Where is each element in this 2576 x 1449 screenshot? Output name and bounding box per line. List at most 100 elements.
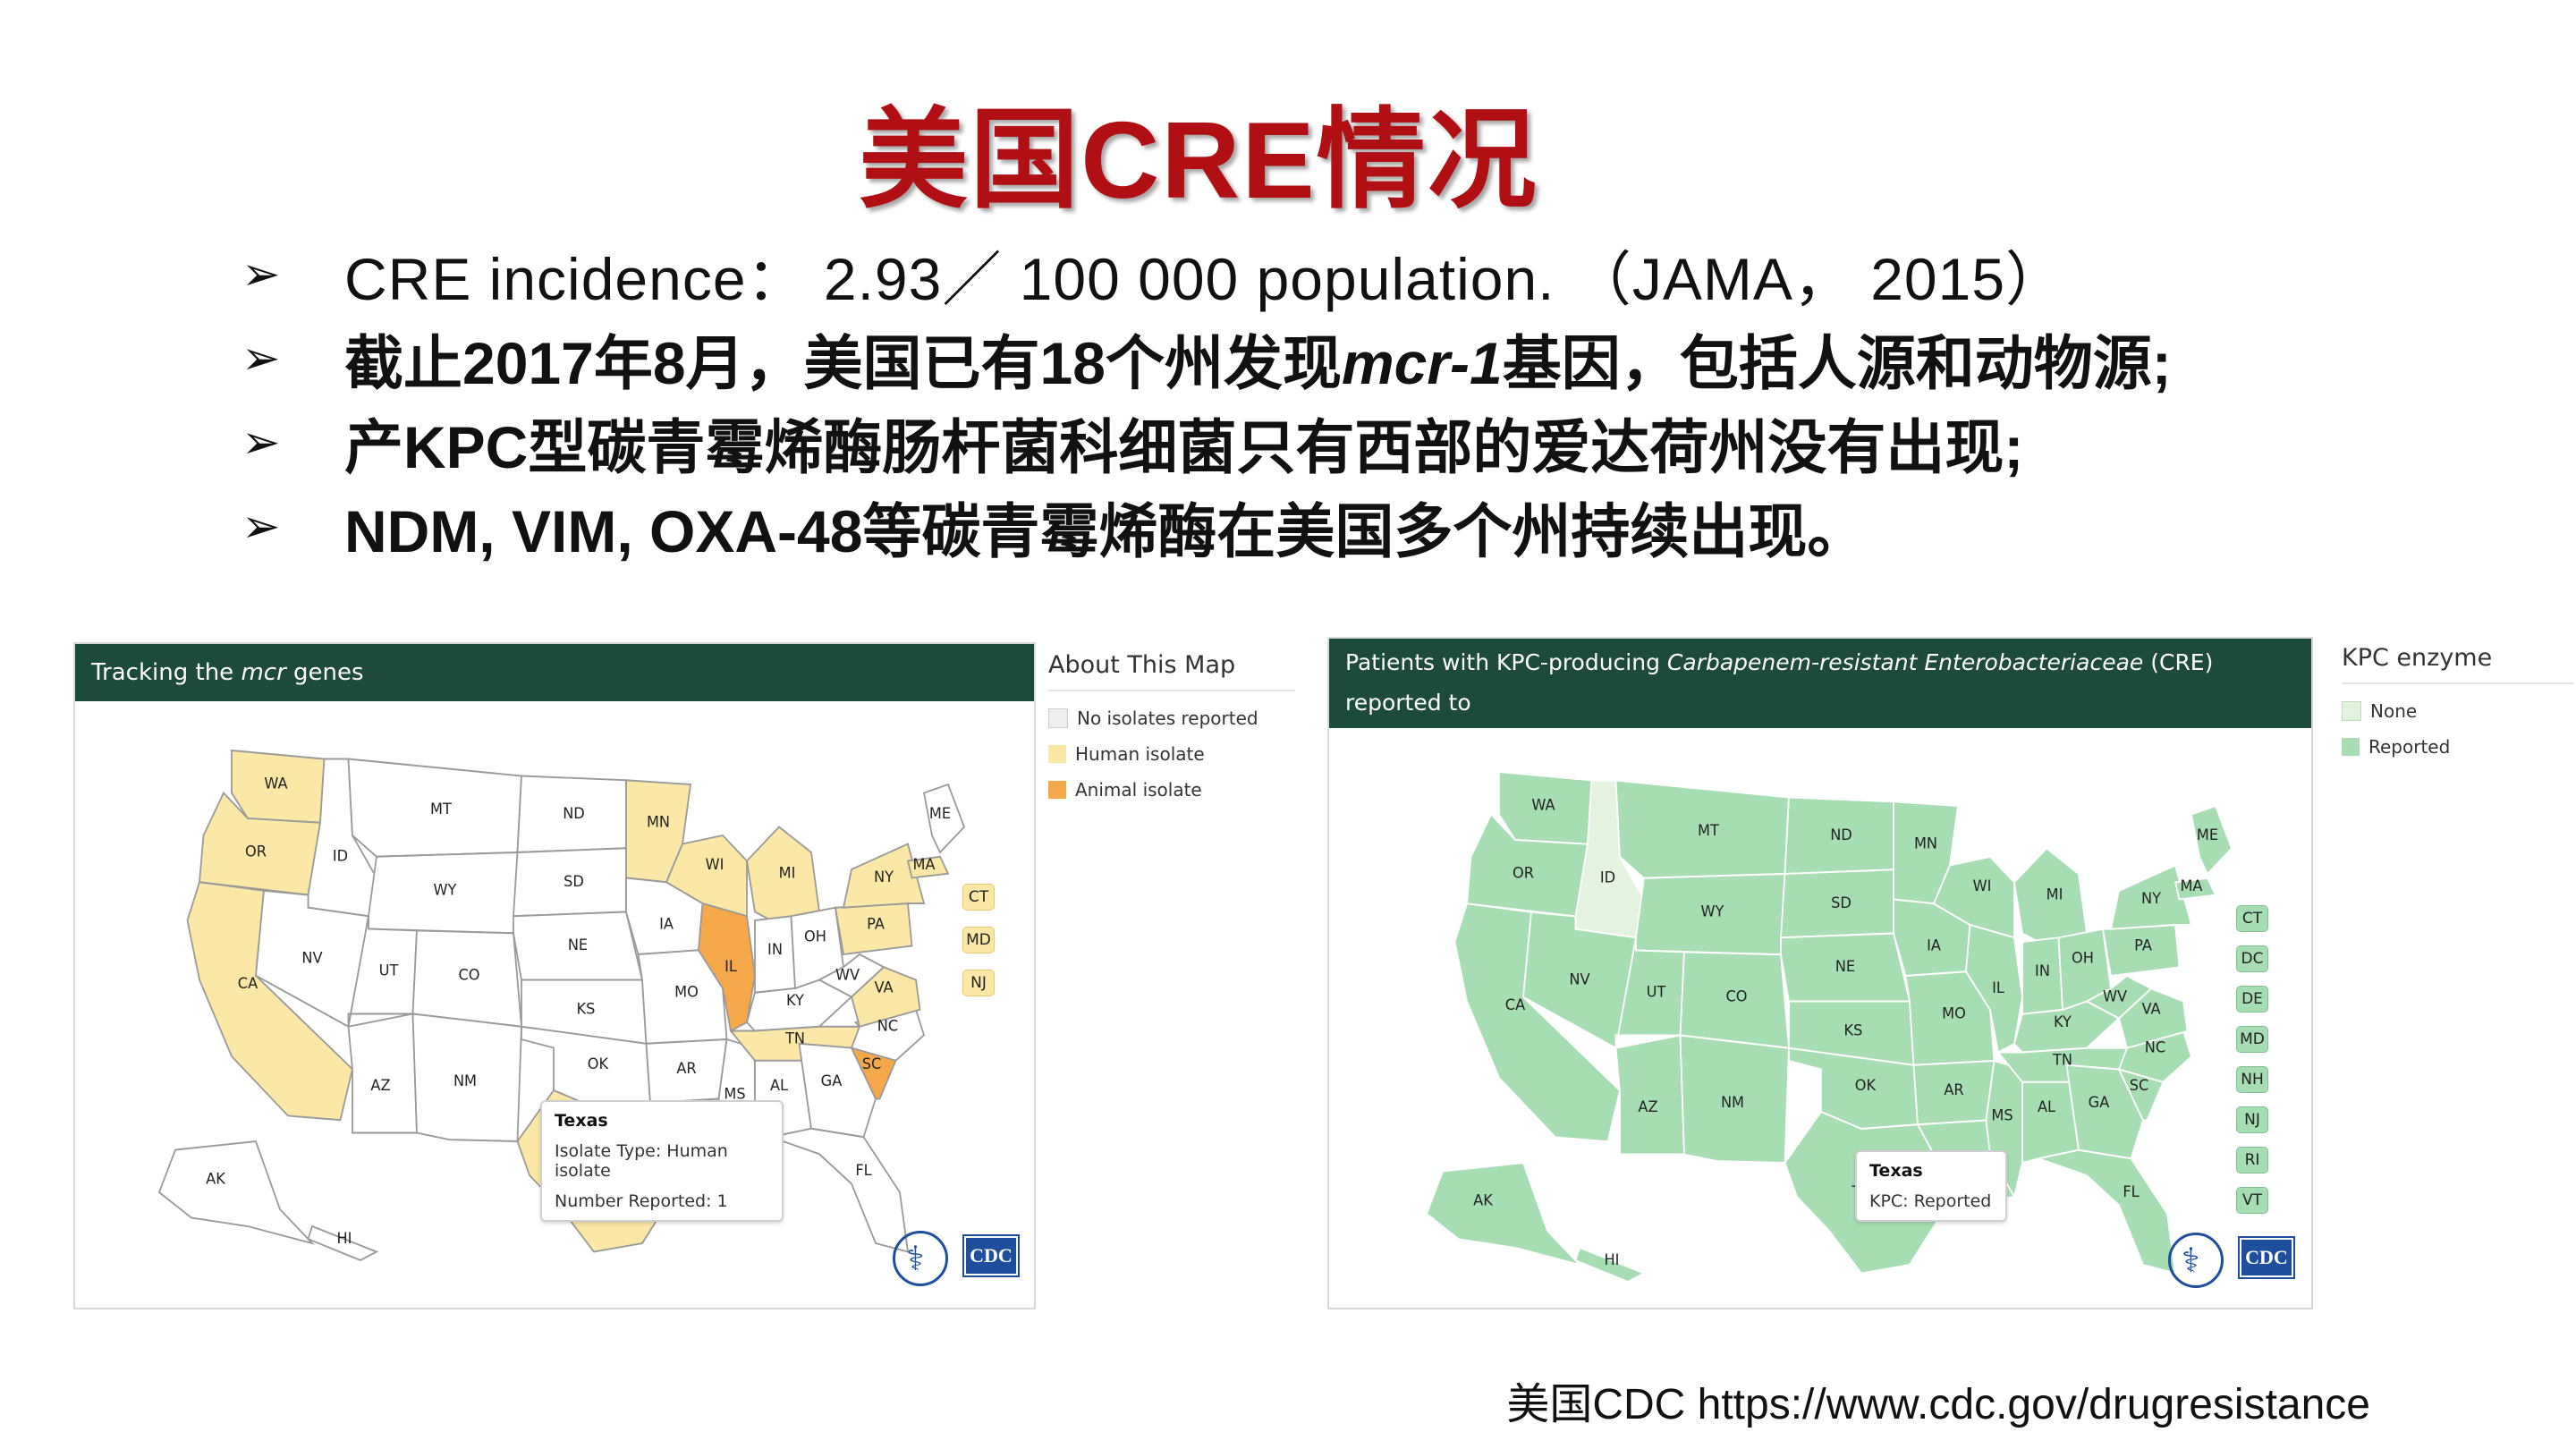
state-label: WI xyxy=(706,856,724,874)
legend-label: Animal isolate xyxy=(1075,779,1202,801)
tooltip-title: Texas xyxy=(555,1111,608,1131)
kpc-map-header: Patients with KPC-producing Carbapenem-r… xyxy=(1329,639,2311,756)
source-citation: 美国CDC https://www.cdc.gov/drugresistance xyxy=(1506,1381,2370,1428)
state-chip[interactable]: CT xyxy=(962,884,995,911)
us-state-map[interactable]: WAORCAIDNVMTWYUTAZCONMNDSDNEKSOKTXMNIAMO… xyxy=(129,724,987,1279)
state-ma[interactable] xyxy=(906,855,950,879)
mcr-map-header: Tracking the mcr genes xyxy=(75,644,1034,701)
state-wv[interactable] xyxy=(817,953,886,998)
state-nm[interactable] xyxy=(411,1013,522,1142)
state-chip[interactable]: NH xyxy=(2236,1066,2268,1093)
state-label: NM xyxy=(1721,1094,1744,1112)
map-tooltip: Texas KPC: Reported xyxy=(1855,1150,2007,1222)
tooltip-line: Number Reported: 1 xyxy=(555,1191,728,1211)
state-label: FL xyxy=(2123,1183,2140,1201)
state-ny[interactable] xyxy=(842,843,926,909)
state-label: WY xyxy=(1701,902,1725,920)
state-label: OR xyxy=(1513,864,1534,882)
state-label: OH xyxy=(804,928,826,945)
state-il[interactable] xyxy=(1965,923,2023,1054)
state-fl[interactable] xyxy=(2035,1148,2177,1275)
state-label: AK xyxy=(206,1170,226,1188)
state-label: WA xyxy=(1531,796,1555,814)
header-text: Tracking the xyxy=(91,659,242,686)
state-chip[interactable]: NJ xyxy=(962,970,995,996)
state-label: SC xyxy=(2130,1077,2149,1095)
legend-swatch xyxy=(2342,738,2360,756)
state-hi[interactable] xyxy=(307,1224,379,1262)
state-chip[interactable]: RI xyxy=(2236,1147,2268,1174)
state-label: FL xyxy=(855,1162,872,1180)
state-label: ND xyxy=(563,805,585,823)
state-label: CO xyxy=(458,966,479,984)
state-wv[interactable] xyxy=(2084,974,2153,1020)
state-ma[interactable] xyxy=(2174,877,2217,901)
header-line: the Centers for Disease Control and Prev… xyxy=(1345,730,2262,756)
state-label: NE xyxy=(568,936,588,954)
state-az[interactable] xyxy=(1614,1034,1685,1156)
state-ny[interactable] xyxy=(2109,864,2193,930)
state-label: MI xyxy=(2046,886,2063,903)
state-ga[interactable] xyxy=(2065,1063,2144,1160)
legend-item: No isolates reported xyxy=(1048,708,1295,729)
state-ga[interactable] xyxy=(798,1042,877,1139)
arrow-bullet-icon: ➢ xyxy=(242,501,281,553)
mcr-map-panel: Tracking the mcr genes WA OR CA ID NV MT WY UT A… xyxy=(73,642,1036,1309)
state-il[interactable] xyxy=(698,902,756,1032)
state-label: AR xyxy=(1944,1081,1964,1099)
state-chip[interactable]: DE xyxy=(2236,986,2268,1013)
header-text: genes xyxy=(285,659,364,686)
bullet-text: CRE incidence： 2.93／ 100 000 population.… xyxy=(344,246,2066,312)
legend-swatch xyxy=(2342,701,2361,721)
state-label: HI xyxy=(1605,1251,1620,1269)
state-label: IA xyxy=(1927,936,1941,954)
state-label: NV xyxy=(301,949,323,967)
legend-title: About This Map xyxy=(1048,651,1295,691)
bullet-text: NDM, VIM, OXA-48等碳青霉烯酶在美国多个州持续出现。 xyxy=(344,498,1867,564)
state-chip[interactable]: VT xyxy=(2236,1187,2268,1214)
state-me[interactable] xyxy=(922,783,966,854)
state-label: AL xyxy=(2038,1098,2056,1116)
tooltip-title: Texas xyxy=(1869,1161,1923,1181)
state-label: ME xyxy=(2197,826,2218,844)
state-ak[interactable] xyxy=(157,1140,315,1245)
state-label: MS xyxy=(1991,1106,2012,1124)
state-label: NC xyxy=(2145,1038,2165,1056)
state-label: KS xyxy=(577,1000,596,1018)
bullet-text: 产KPC型碳青霉烯酶肠杆菌科细菌只有西部的爱达荷州没有出现; xyxy=(344,414,2024,480)
header-text: Patients with KPC-producing xyxy=(1345,649,1667,675)
state-hi[interactable] xyxy=(1574,1246,1647,1284)
mcr-map-legend: About This Map No isolates reported Huma… xyxy=(1048,651,1295,815)
state-label: NM xyxy=(453,1072,477,1090)
arrow-bullet-icon: ➢ xyxy=(242,249,281,301)
state-nm[interactable] xyxy=(1679,1034,1790,1164)
state-label: IL xyxy=(724,958,737,976)
hhs-eagle-icon xyxy=(2168,1233,2224,1288)
header-italic: mcr xyxy=(241,659,286,686)
state-label: OK xyxy=(588,1055,609,1073)
state-chip[interactable]: DC xyxy=(2236,945,2268,972)
state-me[interactable] xyxy=(2190,804,2233,876)
legend-item: Human isolate xyxy=(1048,743,1295,765)
state-chip[interactable]: MD xyxy=(2236,1026,2268,1053)
state-chip[interactable]: MD xyxy=(962,927,995,953)
legend-title: KPC enzyme xyxy=(2342,644,2574,684)
state-label: CA xyxy=(1505,996,1526,1014)
legend-swatch xyxy=(1048,708,1068,728)
state-chip[interactable]: NJ xyxy=(2236,1106,2268,1133)
state-chip[interactable]: CT xyxy=(2236,905,2268,932)
state-az[interactable] xyxy=(347,1013,418,1134)
arrow-bullet-icon: ➢ xyxy=(242,333,281,385)
state-label: UT xyxy=(1647,983,1667,1001)
bullet-item: ➢ 截止2017年8月，美国已有18个州发现mcr-1基因，包括人源和动物源; xyxy=(242,317,2531,401)
us-state-map[interactable]: WAORCAIDNVMTWYUTAZCONMNDSDNEKSOKTXMNIAMO… xyxy=(1383,746,2268,1301)
state-label: NE xyxy=(1835,958,1855,976)
state-label: NY xyxy=(2141,890,2162,908)
state-ak[interactable] xyxy=(1425,1161,1582,1267)
state-fl[interactable] xyxy=(767,1127,910,1253)
state-label: VA xyxy=(2141,1000,2161,1018)
state-label: WI xyxy=(1973,877,1992,895)
state-label: OR xyxy=(245,843,267,860)
state-label: WV xyxy=(835,966,860,984)
state-label: HI xyxy=(337,1230,352,1248)
